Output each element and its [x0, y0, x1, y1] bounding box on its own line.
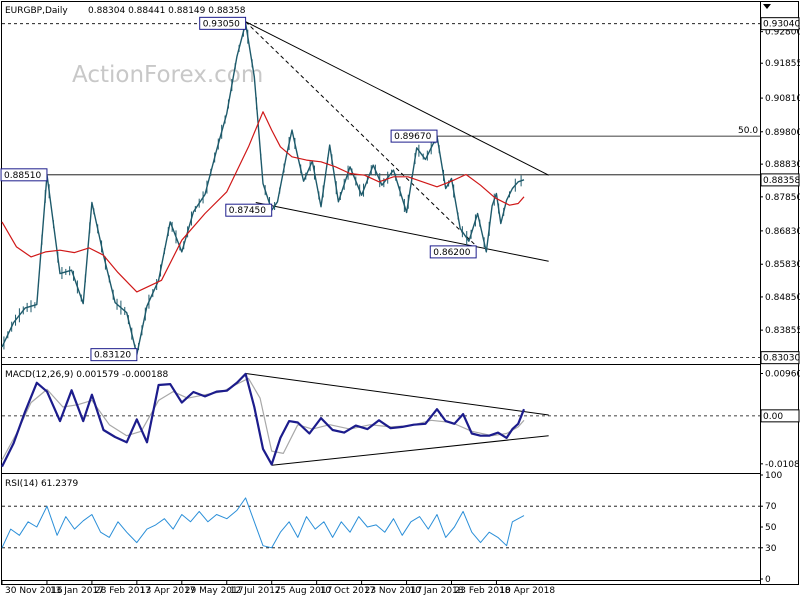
price-tag: 0.88358 — [763, 176, 800, 186]
price-annotation-box — [199, 16, 247, 30]
y-tick-label: 0.92800 — [765, 28, 800, 38]
price-annotation: 0.87450 — [229, 206, 266, 216]
macd-tag-box — [760, 409, 800, 423]
price-trendline — [255, 202, 549, 262]
y-tick-label: 0.86830 — [765, 227, 800, 237]
x-tick-label: 10 Oct 2017 — [320, 586, 376, 596]
x-tick-label: 12 Jul 2017 — [230, 586, 281, 596]
price-tag-box — [760, 17, 800, 31]
macd-trendline — [245, 373, 549, 416]
fibo-level-label: 50.0 — [738, 126, 758, 136]
y-tick-label: 0.88830 — [765, 160, 800, 170]
chart-title: EURGBP,Daily — [5, 6, 68, 16]
macd-tag: 0.00 — [763, 412, 783, 422]
price-tag: 0.93040 — [763, 20, 800, 30]
y-tick-label: 0.87850 — [765, 193, 800, 203]
y-tick-label: 0.85830 — [765, 260, 800, 270]
x-tick-label: 30 Nov 2016 — [5, 586, 63, 596]
chart-frame — [1, 1, 799, 585]
x-tick-label: 25 Aug 2017 — [275, 586, 333, 596]
price-tag-box — [760, 173, 800, 187]
rsi-title: RSI(14) 61.2379 — [5, 479, 78, 489]
x-tick-label: 13 Jan 2017 — [50, 586, 104, 596]
y-tick-label: 0.90810 — [765, 94, 800, 104]
y-tick-label: 0.89800 — [765, 128, 800, 138]
x-tick-label: 28 Feb 2017 — [95, 586, 151, 596]
y-tick-label: 30 — [765, 544, 777, 554]
y-tick-label: 0.83855 — [765, 326, 800, 336]
x-tick-label: 10 Jan 2018 — [410, 586, 464, 596]
price-series-line — [1, 22, 525, 356]
y-tick-label: 0.009604 — [765, 369, 800, 379]
price-annotation: 0.93050 — [203, 19, 240, 29]
x-tick-label: 29 May 2017 — [185, 586, 244, 596]
rsi-line — [1, 497, 525, 549]
x-tick-label: 23 Feb 2018 — [455, 586, 511, 596]
price-annotation: 0.86200 — [433, 248, 470, 258]
x-tick-label: 10 Apr 2018 — [499, 586, 555, 596]
price-annotation: 0.83120 — [94, 351, 131, 361]
y-tick-label: 0.84850 — [765, 293, 800, 303]
price-annotation-box — [0, 168, 48, 182]
price-annotation-box — [225, 203, 273, 217]
y-tick-label: 70 — [765, 502, 777, 512]
price-annotation: 0.89670 — [394, 132, 431, 142]
macd-title: MACD(12,26,9) 0.001579 -0.000188 — [5, 370, 168, 380]
macd-line — [1, 372, 526, 468]
dropdown-triangle — [763, 4, 771, 9]
price-tag-box — [760, 351, 800, 365]
price-annotation-box — [390, 129, 438, 143]
price-trendline — [245, 21, 477, 247]
price-tag: 0.83030 — [763, 354, 800, 364]
price-annotation-box — [429, 245, 477, 259]
macd-signal-line — [1, 377, 525, 461]
y-tick-label: -0.010873 — [765, 460, 800, 470]
moving-average-line — [1, 111, 525, 293]
y-tick-label: 0.91855 — [765, 59, 800, 69]
y-tick-label: 100 — [765, 471, 782, 481]
chart-quote: 0.88304 0.88441 0.88149 0.88358 — [88, 6, 246, 16]
price-annotation: 0.88510 — [4, 171, 41, 181]
price-trendline — [245, 21, 549, 176]
price-annotation-box — [90, 348, 138, 362]
macd-trendline — [271, 435, 549, 466]
y-tick-label: 0 — [765, 575, 771, 585]
x-tick-label: 13 Apr 2017 — [140, 586, 196, 596]
y-tick-label: 50 — [765, 523, 777, 533]
x-tick-label: 23 Nov 2017 — [365, 586, 423, 596]
